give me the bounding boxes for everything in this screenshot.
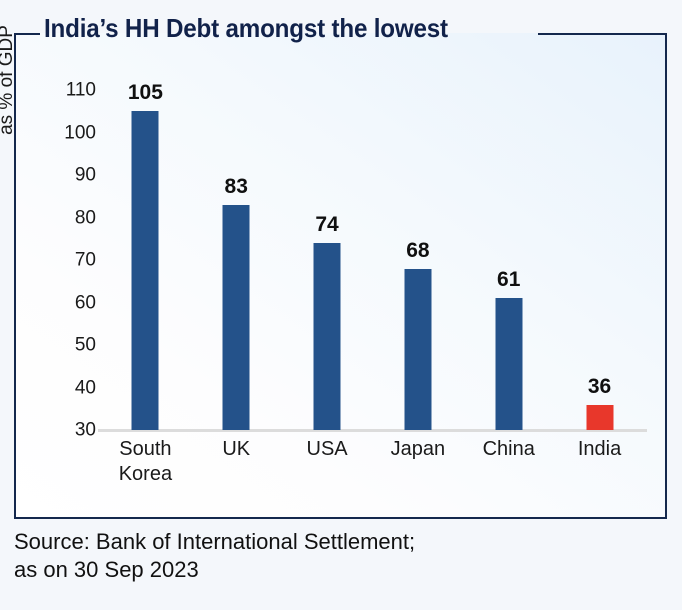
y-tick-100: 100	[64, 122, 96, 143]
bar-south-korea[interactable]	[131, 111, 159, 430]
y-tick-70: 70	[74, 249, 96, 271]
bar-japan[interactable]	[404, 268, 432, 430]
x-label-india: India	[554, 437, 645, 462]
bar-value-label: 83	[224, 174, 248, 198]
bar-value-label: 105	[127, 81, 163, 105]
x-label-line: Korea	[118, 463, 173, 485]
y-tick-30: 30	[74, 419, 96, 441]
source-note: Source: Bank of International Settlement…	[14, 528, 654, 584]
y-tick-110: 110	[65, 79, 96, 101]
bar-series: 105 83 74 68 61 36	[100, 70, 645, 432]
bar-china[interactable]	[495, 298, 523, 430]
y-axis-title: as % of GDP	[0, 25, 17, 135]
bar-uk[interactable]	[222, 204, 250, 430]
frame-border-top-left-stub	[14, 33, 40, 35]
frame-border-bottom	[14, 517, 667, 519]
bar-value-label: 61	[497, 268, 521, 292]
x-axis-baseline	[98, 429, 647, 432]
y-axis-tick-labels: 110 100 90 80 70 60 50 40 30	[52, 70, 96, 440]
x-label-south-korea: South Korea	[100, 437, 191, 487]
x-label-line: Japan	[390, 438, 446, 460]
y-tick-40: 40	[74, 377, 96, 398]
frame-border-top-right-stub	[538, 33, 667, 35]
x-label-uk: UK	[191, 437, 282, 462]
bar-value-label: 36	[587, 374, 612, 398]
bar-slot: 68	[373, 70, 464, 430]
bar-slot: 61	[463, 70, 554, 430]
bar-india[interactable]	[586, 404, 614, 430]
frame-border-left	[14, 33, 16, 519]
bar-value-label: 68	[406, 238, 430, 262]
frame-border-right	[665, 33, 667, 519]
y-tick-90: 90	[74, 164, 96, 186]
x-label-line: South	[119, 438, 172, 460]
bar-value-label: 74	[315, 213, 339, 236]
y-tick-50: 50	[74, 334, 96, 356]
x-label-china: China	[463, 437, 554, 462]
x-label-line: UK	[222, 438, 251, 460]
x-label-line: China	[482, 438, 535, 460]
bar-usa[interactable]	[313, 243, 341, 430]
x-axis-category-labels: South Korea UK USA Japan China India	[100, 437, 645, 497]
y-tick-60: 60	[74, 292, 96, 313]
bar-slot: 83	[191, 70, 282, 430]
bar-slot: 105	[100, 70, 191, 430]
y-tick-80: 80	[74, 207, 96, 228]
source-line-1: Source: Bank of International Settlement…	[14, 529, 416, 554]
chart-title: India’s HH Debt amongst the lowest	[44, 13, 448, 43]
bar-slot: 74	[282, 70, 373, 430]
bar-slot: 36	[554, 70, 645, 430]
x-label-line: India	[577, 438, 622, 460]
x-label-japan: Japan	[373, 437, 464, 462]
x-label-usa: USA	[282, 437, 373, 462]
source-line-2: as on 30 Sep 2023	[14, 557, 199, 583]
x-label-line: USA	[306, 438, 348, 460]
